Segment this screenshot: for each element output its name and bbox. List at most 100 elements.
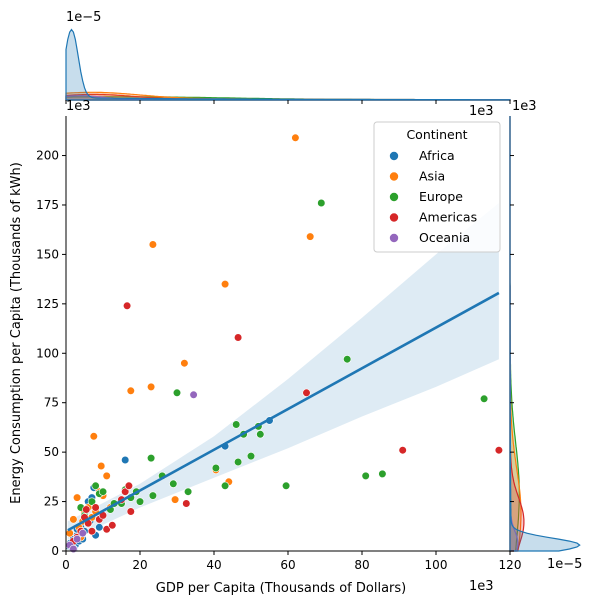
axes: 0 20 40 60 80 100 120 0 25 50 75 100 125 150 175 200 [36, 100, 521, 572]
y-tick-label: 200 [36, 149, 59, 163]
legend-marker-asia [389, 172, 399, 181]
point-europe [282, 481, 291, 490]
point-europe [317, 198, 326, 208]
x-tick-label: 40 [206, 558, 221, 572]
point-europe [361, 471, 370, 481]
x-tick-label: 120 [499, 558, 522, 572]
point-americas [91, 503, 100, 512]
point-americas [126, 507, 135, 516]
x-offset-text: 1e3 [469, 579, 494, 594]
point-americas [108, 521, 117, 530]
x-axis-label: GDP per Capita (Thousands of Dollars) [156, 581, 406, 596]
scatter-points [64, 133, 504, 554]
point-asia [171, 495, 180, 504]
y-tick-label: 125 [36, 297, 59, 311]
point-europe [232, 420, 241, 429]
point-oceania [72, 534, 82, 544]
y-tick-label: 100 [36, 346, 59, 360]
point-europe [234, 457, 243, 467]
x-tick-label: 0 [62, 558, 70, 572]
point-africa [121, 455, 130, 465]
legend-label: Asia [419, 169, 445, 184]
point-europe [246, 452, 256, 461]
legend-box [373, 121, 501, 253]
point-europe [87, 497, 96, 506]
point-americas [87, 527, 96, 536]
legend-label: Americas [419, 210, 477, 225]
point-africa [95, 523, 104, 532]
point-americas [122, 301, 132, 310]
top-kde-africa [65, 28, 511, 101]
top-marginal-offset-text: 1e−5 [66, 10, 101, 25]
legend: Continent Africa Asia Europe Americas Oceania [373, 121, 501, 253]
right-marginal-top-text: 1e3 [512, 99, 537, 114]
point-americas [82, 505, 91, 514]
regression-line [67, 291, 500, 532]
point-oceania [78, 529, 87, 538]
legend-marker-africa [389, 151, 399, 161]
right-marginal-kde [509, 116, 581, 552]
y-axis-label: Energy Consumption per Capita (Thousands… [9, 162, 24, 504]
top-marginal-kde [65, 28, 511, 101]
y-tick-label: 50 [44, 445, 59, 459]
point-asia [291, 133, 300, 142]
point-europe [148, 491, 157, 500]
point-asia [306, 232, 315, 241]
legend-label: Africa [419, 148, 455, 163]
top-marginal-right-text: 1e3 [469, 104, 494, 119]
point-asia [72, 493, 82, 502]
y-tick-label: 175 [36, 198, 59, 212]
point-asia [180, 359, 189, 368]
point-asia [102, 471, 111, 481]
y-tick-label: 25 [44, 495, 59, 509]
point-asia [97, 461, 106, 471]
point-americas [494, 446, 504, 455]
right-kde-africa [509, 116, 581, 552]
point-americas [234, 333, 243, 342]
point-europe [480, 394, 489, 403]
x-tick-label: 60 [280, 558, 295, 572]
point-americas [121, 487, 130, 496]
point-oceania [69, 544, 78, 554]
legend-title: Continent [406, 127, 467, 142]
point-oceania [189, 390, 198, 399]
point-americas [302, 388, 311, 397]
point-europe [256, 430, 265, 439]
point-europe [184, 487, 193, 496]
right-marginal-offset-text: 1e−5 [547, 557, 582, 572]
main-scatter-plot: 0 20 40 60 80 100 120 0 25 50 75 100 125 150 175 200 [36, 100, 521, 572]
point-europe [91, 481, 100, 490]
point-europe [211, 463, 220, 473]
point-asia [89, 432, 98, 441]
point-europe [169, 479, 178, 488]
point-asia [147, 382, 156, 392]
point-europe [172, 388, 182, 397]
x-tick-label: 100 [425, 558, 448, 572]
point-europe [98, 487, 108, 496]
point-americas [398, 446, 407, 455]
point-asia [126, 386, 135, 395]
point-europe [221, 481, 230, 490]
legend-label: Europe [419, 189, 463, 204]
y-tick-label: 0 [51, 544, 59, 558]
point-asia [221, 280, 230, 289]
point-asia [148, 240, 157, 249]
point-europe [378, 469, 387, 479]
x-tick-label: 80 [354, 558, 369, 572]
y-offset-text: 1e3 [66, 99, 91, 114]
point-europe [147, 454, 156, 463]
point-americas [182, 499, 191, 508]
point-americas [124, 481, 133, 490]
x-tick-label: 20 [132, 558, 147, 572]
y-tick-label: 150 [36, 247, 59, 261]
point-europe [343, 355, 352, 364]
legend-label: Oceania [419, 230, 470, 245]
point-europe [135, 497, 145, 506]
y-tick-label: 75 [44, 396, 59, 410]
regression-line [67, 291, 500, 532]
legend-marker-europe [389, 192, 399, 202]
legend-marker-oceania [389, 233, 399, 243]
point-asia [69, 515, 78, 524]
